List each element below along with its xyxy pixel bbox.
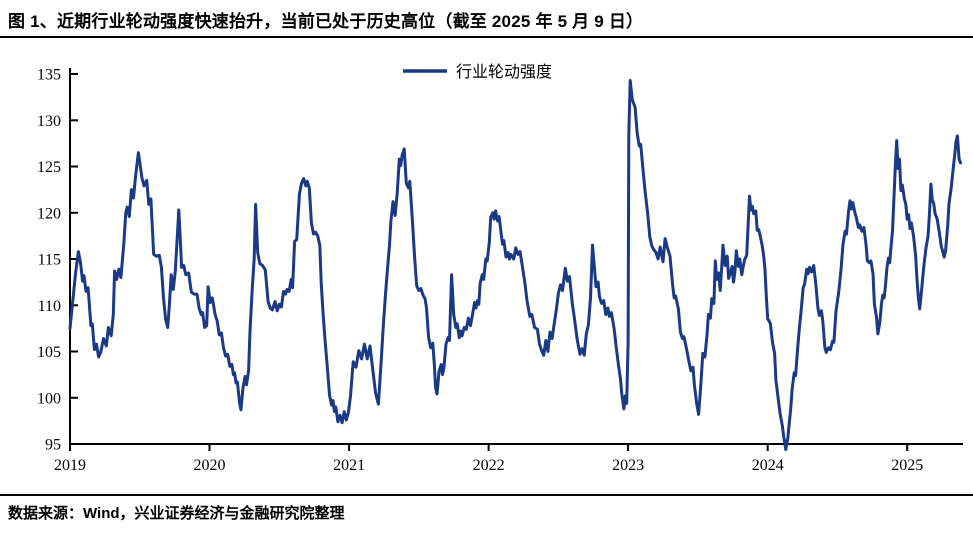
axis-lines [69,68,963,445]
rotation-strength-series-line [68,79,962,451]
y-axis-tick-label: 100 [37,390,61,407]
legend-label: 行业轮动强度 [456,62,552,81]
chart-area: 95 100 105 110 115 120 125 130 135 2019 2020 2021 20… [0,38,973,494]
y-axis-tick-label: 120 [37,205,61,222]
x-axis-tick-label: 2025 [891,457,923,474]
x-axis-tick-label: 2021 [333,457,365,474]
y-axis-tick-label: 110 [38,298,61,315]
y-axis-tick-label: 95 [45,437,61,454]
title-bar: 图 1、近期行业轮动强度快速抬升，当前已处于历史高位（截至 2025 年 5 月… [0,0,973,36]
footer-divider [0,494,973,496]
x-axis-tick-label: 2022 [473,457,505,474]
x-axis-tick-label: 2020 [194,457,226,474]
y-axis-tick-label: 115 [38,252,61,269]
report-figure: 图 1、近期行业轮动强度快速抬升，当前已处于历史高位（截至 2025 年 5 月… [0,0,973,523]
rotation-strength-line-chart: 95 100 105 110 115 120 125 130 135 2019 2020 2021 20… [37,62,963,474]
figure-title: 图 1、近期行业轮动强度快速抬升，当前已处于历史高位（截至 2025 年 5 月… [8,12,644,31]
source-note: 数据来源：Wind，兴业证券经济与金融研究院整理 [8,505,345,522]
x-axis-tick-label: 2024 [752,457,784,474]
y-axis-tick-label: 125 [37,159,61,176]
title-divider [0,36,973,38]
y-axis-tick-label: 135 [37,67,61,84]
x-axis-tick-label: 2023 [612,457,644,474]
x-axis-tick-label: 2019 [54,457,86,474]
y-axis-tick-label: 105 [37,344,61,361]
y-axis-tick-label: 130 [37,113,61,130]
footer: 数据来源：Wind，兴业证券经济与金融研究院整理 [0,496,973,523]
